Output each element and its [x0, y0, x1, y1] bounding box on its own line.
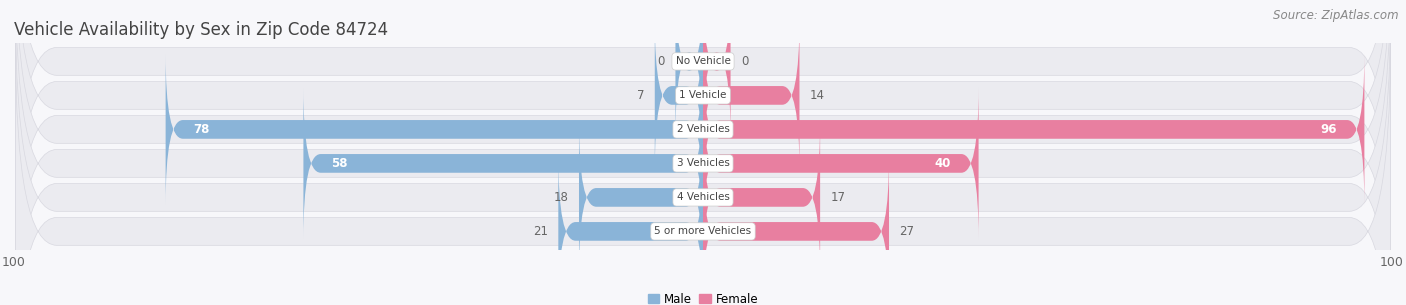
- FancyBboxPatch shape: [675, 0, 703, 137]
- Text: 0: 0: [741, 55, 748, 68]
- Text: 14: 14: [810, 89, 825, 102]
- FancyBboxPatch shape: [703, 156, 889, 305]
- Text: 21: 21: [533, 225, 548, 238]
- Text: 7: 7: [637, 89, 644, 102]
- FancyBboxPatch shape: [15, 0, 1391, 251]
- Text: 17: 17: [831, 191, 845, 204]
- FancyBboxPatch shape: [15, 0, 1391, 305]
- Text: 1 Vehicle: 1 Vehicle: [679, 90, 727, 100]
- Text: 3 Vehicles: 3 Vehicles: [676, 158, 730, 168]
- FancyBboxPatch shape: [15, 41, 1391, 305]
- FancyBboxPatch shape: [703, 20, 800, 171]
- Text: 0: 0: [658, 55, 665, 68]
- FancyBboxPatch shape: [703, 88, 979, 239]
- FancyBboxPatch shape: [703, 0, 731, 137]
- Text: Source: ZipAtlas.com: Source: ZipAtlas.com: [1274, 9, 1399, 22]
- Text: 96: 96: [1320, 123, 1337, 136]
- Text: 78: 78: [193, 123, 209, 136]
- Legend: Male, Female: Male, Female: [643, 288, 763, 305]
- Text: No Vehicle: No Vehicle: [675, 56, 731, 66]
- FancyBboxPatch shape: [15, 7, 1391, 305]
- FancyBboxPatch shape: [304, 88, 703, 239]
- FancyBboxPatch shape: [166, 54, 703, 205]
- Text: 27: 27: [900, 225, 914, 238]
- Text: 5 or more Vehicles: 5 or more Vehicles: [654, 226, 752, 236]
- Text: Vehicle Availability by Sex in Zip Code 84724: Vehicle Availability by Sex in Zip Code …: [14, 21, 388, 39]
- Text: 2 Vehicles: 2 Vehicles: [676, 124, 730, 135]
- FancyBboxPatch shape: [15, 0, 1391, 285]
- Text: 40: 40: [935, 157, 950, 170]
- FancyBboxPatch shape: [703, 122, 820, 273]
- FancyBboxPatch shape: [579, 122, 703, 273]
- Text: 58: 58: [330, 157, 347, 170]
- FancyBboxPatch shape: [15, 0, 1391, 305]
- FancyBboxPatch shape: [655, 20, 703, 171]
- FancyBboxPatch shape: [558, 156, 703, 305]
- Text: 4 Vehicles: 4 Vehicles: [676, 192, 730, 203]
- FancyBboxPatch shape: [703, 54, 1364, 205]
- Text: 18: 18: [554, 191, 568, 204]
